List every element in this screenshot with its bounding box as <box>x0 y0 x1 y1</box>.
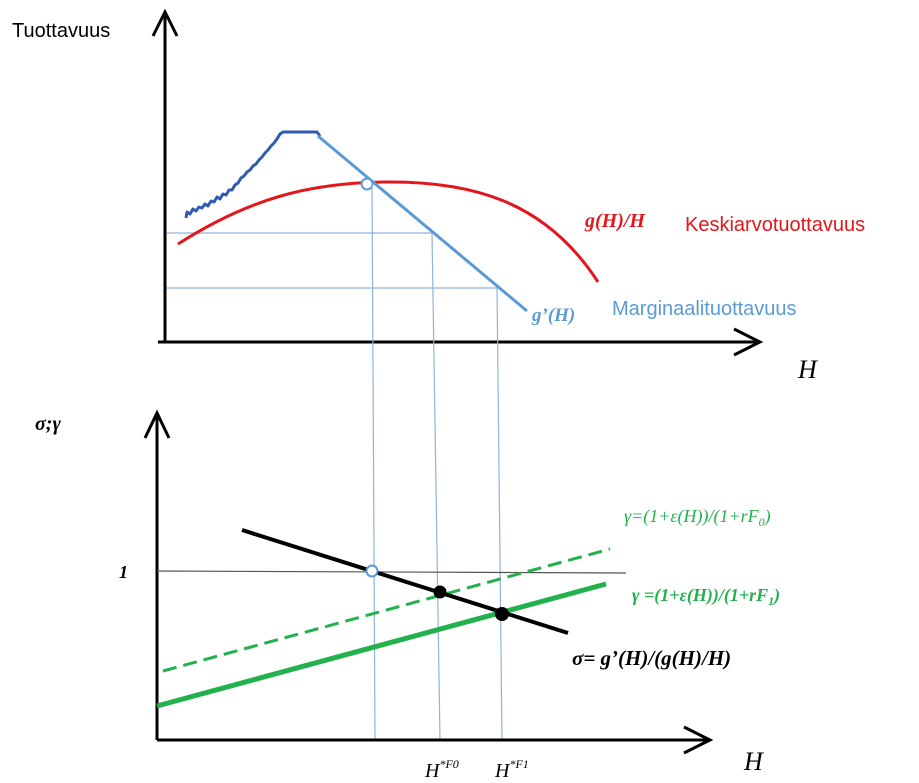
average-productivity-curve <box>177 180 600 283</box>
bottom-x-axis-label: H <box>743 747 764 776</box>
sigma-line <box>241 528 569 635</box>
bottom-y-axis-arrow <box>143 409 171 439</box>
gamma-F0-label: γ=(1+ε(H))/(1+rF0) <box>624 506 771 529</box>
guide-v-F0 <box>431 232 441 741</box>
top-intersection-point <box>360 177 374 191</box>
marginal-name-label: Marginaalituottavuus <box>612 298 797 320</box>
bottom-y-axis-label: σ;γ <box>35 413 61 435</box>
marginal-formula-label: g’(H) <box>531 305 575 326</box>
guide-v-F1 <box>496 287 503 741</box>
F0-equilibrium-point <box>433 585 447 599</box>
top-panel: Tuottavuus H g(H)/H Keskiarvotuottavuus … <box>12 8 865 384</box>
sigma-label: σ= g’(H)/(g(H)/H) <box>572 646 731 670</box>
average-name-label: Keskiarvotuottavuus <box>685 214 865 236</box>
gamma-F1-line <box>156 581 607 709</box>
y-tick-1-label: 1 <box>119 562 128 582</box>
unity-line <box>156 570 627 574</box>
top-x-axis-label: H <box>797 355 818 384</box>
vertical-guides <box>371 183 503 741</box>
top-x-axis-arrow <box>733 327 764 357</box>
gamma-F1-label: γ =(1+ε(H))/(1+rF1) <box>632 585 780 608</box>
guide-v-optimum <box>371 183 376 741</box>
x-tick-F0-label: H*F0 <box>424 757 459 782</box>
noisy-productivity-curve <box>184 130 322 219</box>
bottom-panel: σ;γ 1 H γ=(1+ε(H))/(1+rF0) γ =(1+ε(H))/(… <box>35 409 780 782</box>
top-y-axis-label: Tuottavuus <box>12 20 110 42</box>
bottom-x-axis-arrow <box>683 725 714 755</box>
marginal-productivity-line <box>317 134 528 313</box>
unity-intersection-point <box>365 564 379 578</box>
top-y-axis-arrow <box>151 8 179 37</box>
F1-equilibrium-point <box>495 607 509 621</box>
x-tick-F1-label: H*F1 <box>494 757 529 782</box>
average-formula-label: g(H)/H <box>584 210 646 232</box>
gamma-F0-line <box>162 547 611 673</box>
